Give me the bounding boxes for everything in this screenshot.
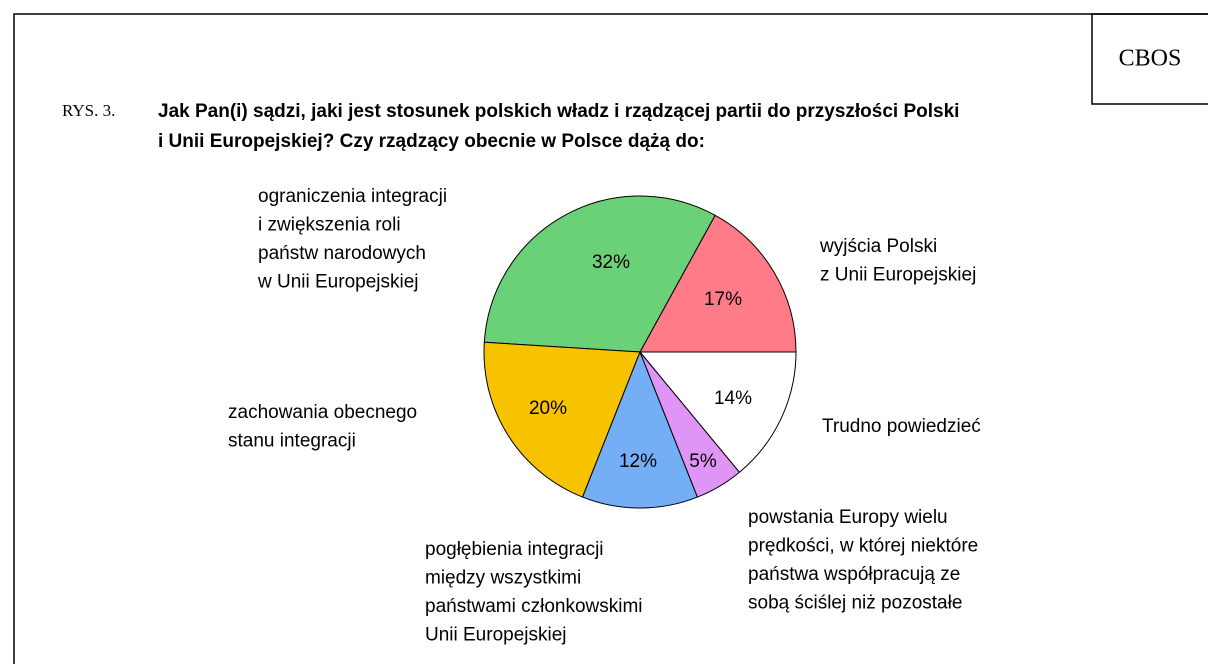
category-label: stanu integracji bbox=[228, 431, 356, 452]
category-label: zachowania obecnego bbox=[228, 402, 417, 423]
category-label: państwami członkowskimi bbox=[425, 596, 643, 617]
pie-slice bbox=[638, 351, 797, 473]
category-label: państwa współpracują ze bbox=[748, 564, 960, 585]
value-label: 5% bbox=[689, 451, 717, 472]
pie-slice bbox=[639, 214, 797, 353]
value-label: 32% bbox=[592, 252, 630, 273]
source: CBOS bbox=[1119, 46, 1182, 72]
source-box bbox=[1091, 13, 1208, 105]
category-label: prędkości, w której niektóre bbox=[748, 536, 978, 557]
category-label: ograniczenia integracji bbox=[258, 186, 447, 207]
category-label: Trudno powiedzieć bbox=[822, 416, 981, 437]
category-label: w Unii Europejskiej bbox=[257, 272, 419, 293]
category-label: Unii Europejskiej bbox=[425, 625, 567, 646]
category-label: między wszystkimi bbox=[425, 568, 581, 589]
pie-slice bbox=[483, 195, 716, 353]
value-label: 12% bbox=[619, 451, 657, 472]
chart-title: Jak Pan(i) sądzi, jaki jest stosunek pol… bbox=[158, 101, 959, 122]
value-label: 14% bbox=[714, 388, 752, 409]
value-label: 20% bbox=[529, 398, 567, 419]
category-label: pogłębienia integracji bbox=[425, 539, 604, 560]
chart-title: i Unii Europejskiej? Czy rządzący obecni… bbox=[158, 131, 705, 152]
value-label: 17% bbox=[704, 289, 742, 310]
category-label: wyjścia Polski bbox=[819, 236, 937, 257]
category-label: i zwiększenia roli bbox=[258, 215, 401, 236]
figure-label: RYS. 3. bbox=[62, 101, 115, 120]
frame bbox=[13, 13, 1208, 669]
category-label: powstania Europy wielu bbox=[748, 507, 948, 528]
pie-slice bbox=[581, 350, 699, 509]
category-label: państw narodowych bbox=[258, 243, 426, 264]
pie-slice bbox=[483, 341, 641, 498]
category-label: sobą ściślej niż pozostałe bbox=[748, 593, 962, 614]
category-label: z Unii Europejskiej bbox=[820, 265, 976, 286]
